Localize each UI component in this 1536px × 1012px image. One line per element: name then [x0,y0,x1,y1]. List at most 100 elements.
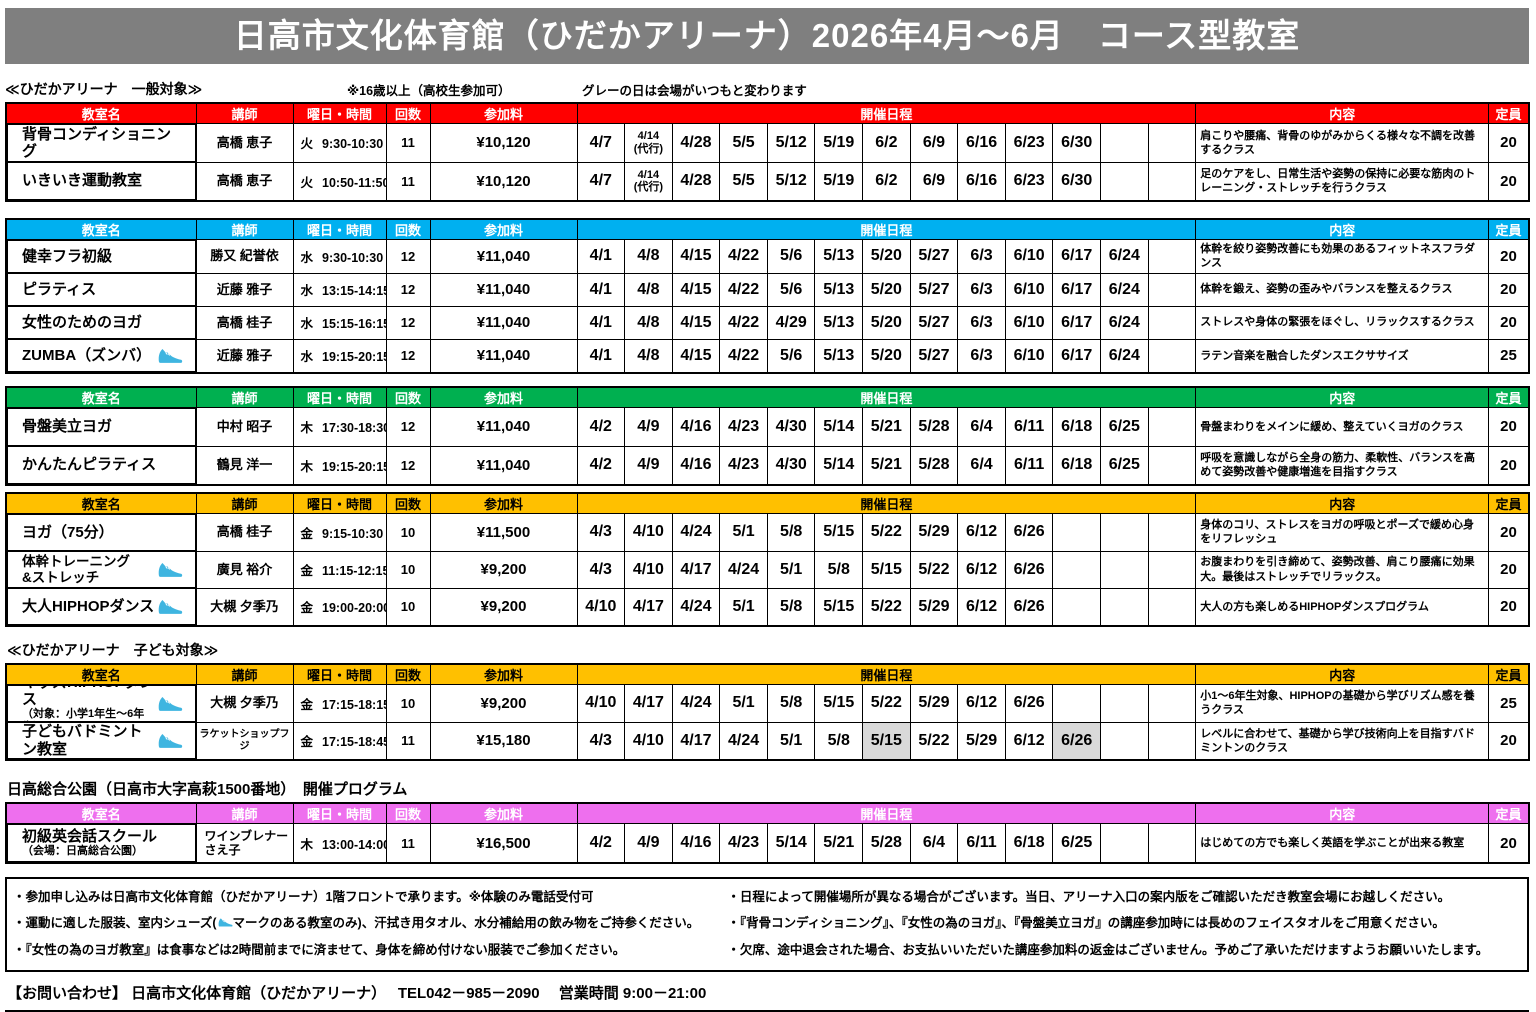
date-cell: 6/9 [909,123,959,163]
date-cell [1147,684,1197,723]
session-count-cell: 10 [385,513,431,552]
day-time-cell: 金 11:15-12:15 [292,550,387,589]
gray-day-note: グレーの日は会場がいつもと変わります [582,84,807,98]
date-cell: 6/30 [1052,161,1102,202]
date-cell: 5/15 [862,550,911,589]
date-cell: 4/16 [671,445,721,486]
schedule-table-park: 教室名 講師 曜日・時間 回数 参加料 開催日程 内容 定員 初級英会話スクール （会場：日高総合… [5,802,1530,864]
date-cell: 4/28 [671,161,721,202]
date-cell: 4/3 [576,513,626,552]
date-cell: 5/20 [862,305,911,340]
date-cell: 6/26 [1004,550,1054,589]
day-time-cell: 金 17:15-18:45 [292,721,387,761]
date-cell: 5/20 [862,338,911,374]
date-cell: 4/17 [671,550,721,589]
day-time-cell: 金 9:15-10:30 [292,513,387,552]
course-row: いきいき運動教室 高橋 恵子火 10:50-11:50 11 ¥10,120 4/7 4/1… [6,161,1530,202]
column-header: 参加料 [429,386,578,408]
date-cell: 6/11 [1004,407,1054,447]
session-count-cell: 11 [385,123,431,163]
course-row: ヨガ（75分） 高橋 桂子金 9:15-10:30 10 ¥11,500 4/3 4/10 4… [6,513,1530,552]
class-name-cell: 子どもバドミントン教室 [7,722,196,759]
teacher-cell: 鶴見 洋一 [195,445,294,486]
column-header: 開催日程 [576,492,1197,514]
date-cell [1100,587,1149,627]
capacity-cell: 25 [1488,684,1530,723]
class-name-sub: （対象：小学1年生～6年生） [22,708,145,721]
day-time-cell: 水 9:30-10:30 [292,239,387,274]
column-header: 教室名 [5,102,197,124]
date-cell: 6/25 [1052,823,1102,864]
date-cell: 5/27 [909,338,959,374]
date-cell: 5/13 [814,305,864,340]
class-name-cell: かんたんピラティス [7,446,196,484]
teacher-cell: 高橋 恵子 [195,123,294,163]
description-cell: 大人の方も楽しめるHIPHOPダンスプログラム [1195,587,1490,627]
schedule-table-thursday: 教室名 講師 曜日・時間 回数 参加料 開催日程 内容 定員 骨盤美立ヨガ 中村 昭子木 17:30… [5,386,1530,486]
notes-column-right: ・日程によって開催場所が異なる場合がございます。当日、アリーナ入口の案内版をご確… [727,884,1517,963]
date-cell: 5/27 [909,239,959,274]
date-cell: 6/10 [1004,338,1054,374]
column-header: 開催日程 [576,663,1197,685]
date-cell: 6/4 [957,445,1006,486]
date-cell: 4/14 (代行) [624,123,673,163]
date-cell: 6/2 [862,161,911,202]
fee-cell: ¥9,200 [429,550,578,589]
date-cell: 5/6 [766,338,816,374]
date-cell: 5/8 [766,513,816,552]
date-cell: 4/1 [576,239,626,274]
column-header: 教室名 [5,218,197,240]
date-cell: 6/11 [957,823,1006,864]
class-name-cell: 大人HIPHOPダンス [7,588,196,625]
schedule-table-kids: 教室名講師曜日・時間回数参加料開催日程内容定員キッズHIPHOPダンス（対象：小… [5,663,1530,761]
date-cell: 4/9 [624,445,673,486]
date-cell: 5/15 [814,684,864,723]
date-cell: 5/22 [909,721,959,761]
note-line: ・運動に適した服装、室内シューズ(マークのある教室のみ)、汗拭き用タオル、水分補… [13,916,700,931]
class-name-sub: （会場：日高総合公園） [22,845,143,858]
description-cell: はじめての方でも楽しく英語を学ぶことが出来る教室 [1195,823,1490,864]
session-count-cell: 12 [385,239,431,274]
column-header: 定員 [1488,386,1530,408]
column-header: 曜日・時間 [292,663,387,685]
date-cell: 4/9 [624,823,673,864]
class-name-cell: ZUMBA（ズンバ） [7,339,196,372]
date-cell [1147,407,1197,447]
date-cell: 5/13 [814,338,864,374]
date-cell: 4/3 [576,721,626,761]
date-cell: 4/16 [671,823,721,864]
date-cell: 6/17 [1052,305,1102,340]
date-cell: 5/6 [766,239,816,274]
date-cell: 6/25 [1100,407,1149,447]
date-cell: 6/24 [1100,305,1149,340]
column-header: 曜日・時間 [292,102,387,124]
day-time-cell: 火 10:50-11:50 [292,161,387,202]
fee-cell: ¥15,180 [429,721,578,761]
column-header: 教室名 [5,663,197,685]
class-name-cell: いきいき運動教室 [7,162,196,200]
audience-label: ≪ひだかアリーナ 一般対象≫ [5,81,203,97]
date-cell: 4/10 [624,721,673,761]
capacity-cell: 20 [1488,587,1530,627]
fee-cell: ¥9,200 [429,587,578,627]
day-time-cell: 水 13:15-14:15 [292,272,387,307]
session-count-cell: 11 [385,721,431,761]
notes-column-left: ・参加申し込みは日高市文化体育館（ひだかアリーナ）1階フロントで承ります。※体験… [13,884,727,963]
column-header: 参加料 [429,663,578,685]
class-name-cell: 健幸フラ初級 [7,240,196,273]
session-count-cell: 12 [385,305,431,340]
class-name-cell: 初級英会話スクール （会場：日高総合公園） [7,824,196,862]
date-cell: 6/18 [1052,407,1102,447]
header-row: 教室名 講師 曜日・時間 回数 参加料 開催日程 内容 定員 [5,663,1530,685]
column-header: 開催日程 [576,386,1197,408]
capacity-cell: 20 [1488,161,1530,202]
date-cell: 4/15 [671,239,721,274]
date-cell: 5/29 [909,684,959,723]
date-cell: 4/7 [576,123,626,163]
date-cell: 6/12 [1004,721,1054,761]
teacher-cell: 中村 昭子 [195,407,294,447]
date-cell: 5/6 [766,272,816,307]
date-cell: 5/22 [862,513,911,552]
date-cell: 4/15 [671,272,721,307]
fee-cell: ¥11,040 [429,407,578,447]
